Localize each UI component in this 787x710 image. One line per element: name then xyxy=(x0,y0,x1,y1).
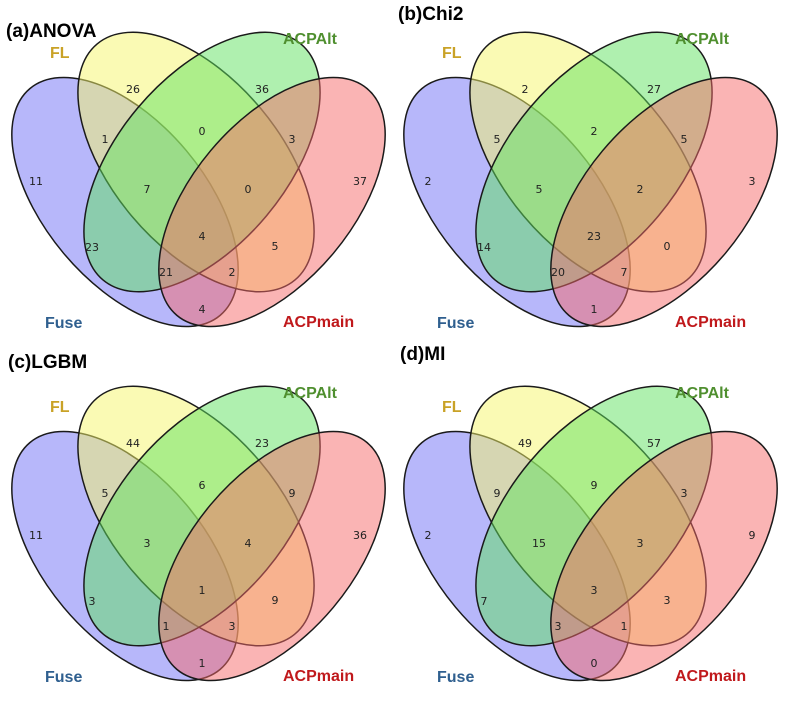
set-label-acpmain: ACPmain xyxy=(283,668,354,685)
region-count-fuse-fl: 9 xyxy=(494,487,501,500)
set-label-fl: FL xyxy=(50,45,70,62)
region-count-fl-acpalt-acpmain: 4 xyxy=(245,537,252,550)
ellipse-acpmain xyxy=(158,430,386,682)
region-count-fuse-fl: 1 xyxy=(102,133,109,146)
region-count-acpalt: 27 xyxy=(647,83,661,96)
set-label-fuse: Fuse xyxy=(437,669,474,686)
region-count-all: 23 xyxy=(587,230,601,243)
region-count-acpmain: 9 xyxy=(749,529,756,542)
venn-panel-2: 2 2 27 3 5 2 5 14 0 5 2 23 20 7 1 FL ACPAlt Fuse ACPmain xyxy=(403,31,778,332)
region-count-fuse-fl-acpalt: 3 xyxy=(144,537,151,550)
venn-panel-4: 2 49 57 9 9 9 3 7 3 15 3 3 3 1 0 FL ACPAlt Fuse ACPmain xyxy=(403,385,778,686)
ellipse-acpmain xyxy=(550,430,778,682)
region-count-fuse: 2 xyxy=(425,175,432,188)
set-label-fuse: Fuse xyxy=(45,315,82,332)
set-label-acpalt: ACPAlt xyxy=(675,31,730,48)
region-count-acpmain: 37 xyxy=(353,175,367,188)
region-count-fl: 2 xyxy=(522,83,529,96)
region-count-fuse-acpalt-acpmain: 20 xyxy=(551,266,565,279)
region-count-fuse-acpalt: 23 xyxy=(85,241,99,254)
region-count-fuse-acpalt-acpmain: 21 xyxy=(159,266,173,279)
panel-title-1: (a)ANOVA xyxy=(6,21,97,42)
region-count-all: 4 xyxy=(199,230,206,243)
region-count-fuse-fl-acpalt: 7 xyxy=(144,183,151,196)
region-count-acpalt-acpmain: 9 xyxy=(289,487,296,500)
region-count-fuse-acpalt: 14 xyxy=(477,241,491,254)
panel-title-3: (c)LGBM xyxy=(8,352,87,373)
region-count-acpalt: 23 xyxy=(255,437,269,450)
region-count-fuse-fl-acpalt: 5 xyxy=(536,183,543,196)
region-count-fl: 49 xyxy=(518,437,532,450)
region-count-fl-acpalt: 9 xyxy=(591,479,598,492)
region-count-fl-acpmain: 9 xyxy=(272,594,279,607)
set-label-fl: FL xyxy=(50,399,70,416)
venn-panel-1: 11 26 36 37 1 0 3 23 5 7 0 4 21 2 4 FL ACPAlt Fuse ACPmain xyxy=(11,31,386,332)
set-label-acpmain: ACPmain xyxy=(283,314,354,331)
region-count-acpalt-acpmain: 3 xyxy=(289,133,296,146)
region-count-all: 1 xyxy=(199,584,206,597)
region-count-fl-acpalt: 2 xyxy=(591,125,598,138)
region-count-fuse-acpmain: 1 xyxy=(591,303,598,316)
region-count-fuse-acpalt-acpmain: 1 xyxy=(163,620,170,633)
region-count-fuse-acpmain: 4 xyxy=(199,303,206,316)
set-label-fuse: Fuse xyxy=(437,315,474,332)
panel-title-2: (b)Chi2 xyxy=(398,4,463,25)
region-count-fuse-acpalt: 7 xyxy=(481,595,488,608)
ellipse-acpmain xyxy=(158,76,386,328)
set-label-fuse: Fuse xyxy=(45,669,82,686)
region-count-acpmain: 3 xyxy=(749,175,756,188)
ellipse-acpmain xyxy=(550,76,778,328)
region-count-fl-acpalt-acpmain: 2 xyxy=(637,183,644,196)
region-count-acpalt-acpmain: 3 xyxy=(681,487,688,500)
region-count-all: 3 xyxy=(591,584,598,597)
region-count-fuse-fl: 5 xyxy=(102,487,109,500)
region-count-fl-acpalt: 0 xyxy=(199,125,206,138)
region-count-fl-acpmain: 0 xyxy=(664,240,671,253)
region-count-fuse-acpmain: 0 xyxy=(591,657,598,670)
region-count-fuse-acpmain: 1 xyxy=(199,657,206,670)
set-label-acpalt: ACPAlt xyxy=(283,385,338,402)
region-count-fl-acpmain: 3 xyxy=(664,594,671,607)
region-count-fuse-fl: 5 xyxy=(494,133,501,146)
region-count-fuse-fl-acpalt: 15 xyxy=(532,537,546,550)
region-count-fl-acpalt-acpmain: 3 xyxy=(637,537,644,550)
region-count-acpalt-acpmain: 5 xyxy=(681,133,688,146)
region-count-fuse-fl-acpmain: 2 xyxy=(229,266,236,279)
region-count-fl-acpmain: 5 xyxy=(272,240,279,253)
region-count-fl: 26 xyxy=(126,83,140,96)
set-label-acpmain: ACPmain xyxy=(675,314,746,331)
panel-title-4: (d)MI xyxy=(400,344,445,365)
set-label-fl: FL xyxy=(442,45,462,62)
region-count-fuse: 11 xyxy=(29,529,43,542)
region-count-fuse: 11 xyxy=(29,175,43,188)
region-count-fuse-acpalt-acpmain: 3 xyxy=(555,620,562,633)
region-count-acpmain: 36 xyxy=(353,529,367,542)
region-count-fl-acpalt-acpmain: 0 xyxy=(245,183,252,196)
region-count-fuse-fl-acpmain: 1 xyxy=(621,620,628,633)
region-count-fl-acpalt: 6 xyxy=(199,479,206,492)
set-label-acpalt: ACPAlt xyxy=(283,31,338,48)
region-count-acpalt: 57 xyxy=(647,437,661,450)
set-label-acpalt: ACPAlt xyxy=(675,385,730,402)
region-count-fuse-fl-acpmain: 7 xyxy=(621,266,628,279)
region-count-fuse: 2 xyxy=(425,529,432,542)
region-count-fl: 44 xyxy=(126,437,140,450)
set-label-fl: FL xyxy=(442,399,462,416)
set-label-acpmain: ACPmain xyxy=(675,668,746,685)
region-count-acpalt: 36 xyxy=(255,83,269,96)
region-count-fuse-fl-acpmain: 3 xyxy=(229,620,236,633)
region-count-fuse-acpalt: 3 xyxy=(89,595,96,608)
